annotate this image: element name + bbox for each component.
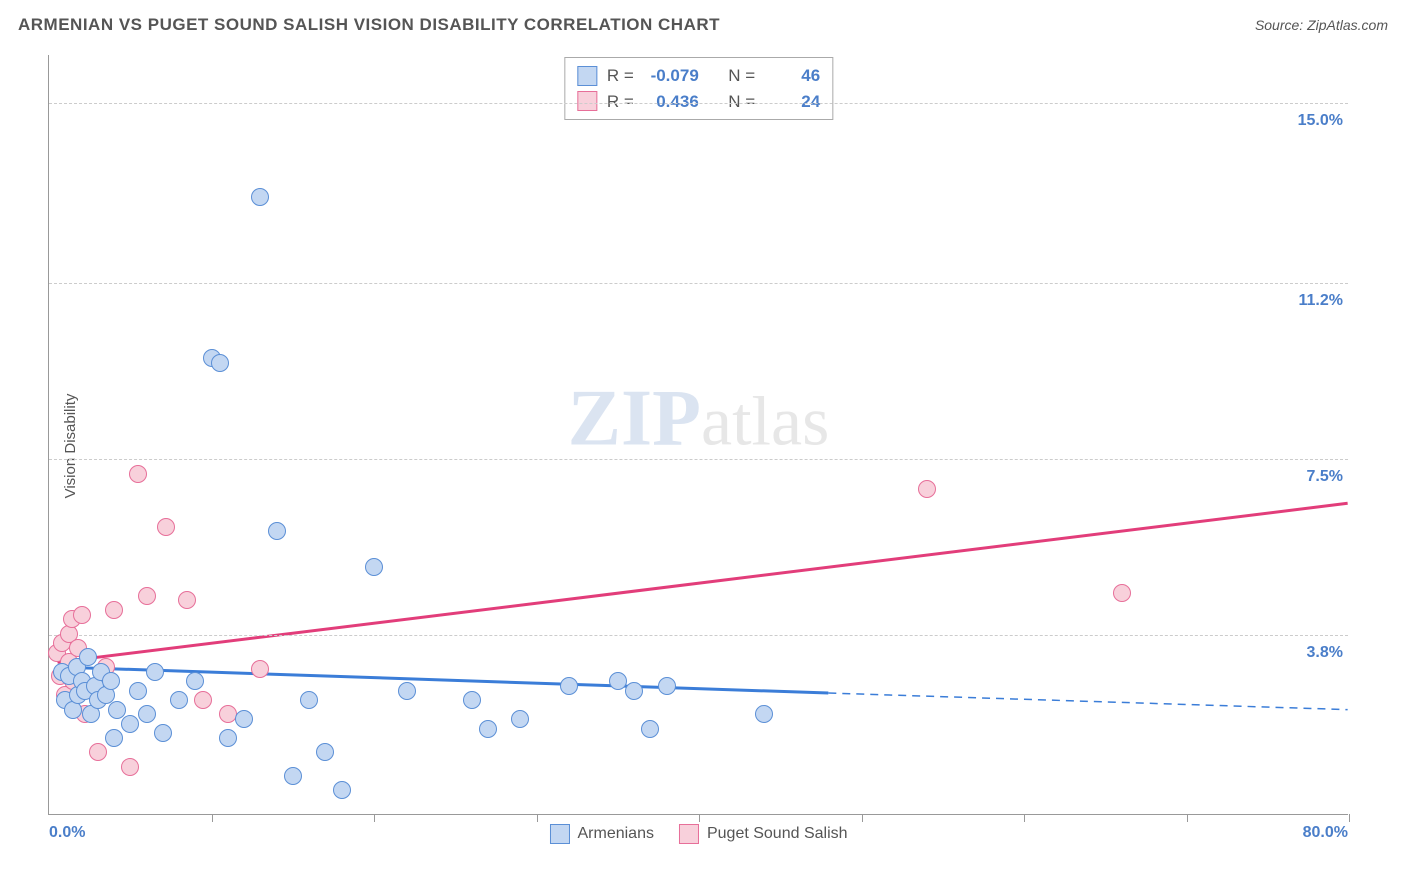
y-tick-label: 11.2% [1299, 292, 1343, 310]
scatter-point [170, 691, 188, 709]
scatter-point [251, 188, 269, 206]
scatter-point [333, 781, 351, 799]
scatter-point [186, 672, 204, 690]
x-tick [1187, 814, 1188, 822]
x-tick [1349, 814, 1350, 822]
scatter-point [129, 465, 147, 483]
scatter-point [178, 591, 196, 609]
scatter-point [105, 729, 123, 747]
scatter-point [194, 691, 212, 709]
gridline [49, 635, 1348, 636]
scatter-point [365, 558, 383, 576]
r-label: R = [607, 63, 634, 89]
scatter-point [73, 606, 91, 624]
swatch-salish [577, 91, 597, 111]
scatter-point [102, 672, 120, 690]
scatter-point [251, 660, 269, 678]
legend-swatch-salish [679, 824, 699, 844]
scatter-point [755, 705, 773, 723]
swatch-armenians [577, 66, 597, 86]
scatter-point [89, 743, 107, 761]
stats-row-armenians: R = -0.079 N = 46 [577, 63, 820, 89]
scatter-point [157, 518, 175, 536]
scatter-chart: ZIPatlas R = -0.079 N = 46 R = 0.436 N =… [48, 55, 1348, 815]
x-min-label: 0.0% [49, 824, 85, 842]
legend-bottom: Armenians Puget Sound Salish [549, 824, 847, 844]
scatter-point [146, 663, 164, 681]
n-value-salish: 24 [765, 89, 820, 115]
r-label: R = [607, 89, 634, 115]
scatter-point [641, 720, 659, 738]
scatter-point [1113, 584, 1131, 602]
scatter-point [138, 587, 156, 605]
trend-line [57, 503, 1347, 662]
scatter-point [284, 767, 302, 785]
r-value-salish: 0.436 [644, 89, 699, 115]
legend-label-armenians: Armenians [577, 825, 653, 843]
scatter-point [138, 705, 156, 723]
x-tick [374, 814, 375, 822]
scatter-point [211, 354, 229, 372]
scatter-point [219, 705, 237, 723]
trend-line [57, 667, 828, 693]
scatter-point [511, 710, 529, 728]
scatter-point [463, 691, 481, 709]
scatter-point [105, 601, 123, 619]
gridline [49, 459, 1348, 460]
legend-swatch-armenians [549, 824, 569, 844]
stats-legend-box: R = -0.079 N = 46 R = 0.436 N = 24 [564, 57, 833, 120]
y-tick-label: 3.8% [1307, 644, 1343, 662]
scatter-point [658, 677, 676, 695]
scatter-point [609, 672, 627, 690]
y-tick-label: 7.5% [1307, 468, 1343, 486]
scatter-point [154, 724, 172, 742]
scatter-point [121, 715, 139, 733]
scatter-point [300, 691, 318, 709]
scatter-point [398, 682, 416, 700]
trend-line-dashed [828, 693, 1347, 710]
trend-lines [49, 55, 1348, 814]
scatter-point [268, 522, 286, 540]
n-value-armenians: 46 [765, 63, 820, 89]
scatter-point [560, 677, 578, 695]
r-value-armenians: -0.079 [644, 63, 699, 89]
gridline [49, 103, 1348, 104]
x-tick [862, 814, 863, 822]
x-max-label: 80.0% [1303, 824, 1348, 842]
legend-item-armenians: Armenians [549, 824, 653, 844]
legend-item-salish: Puget Sound Salish [679, 824, 848, 844]
scatter-point [479, 720, 497, 738]
gridline [49, 283, 1348, 284]
y-tick-label: 15.0% [1298, 112, 1343, 130]
x-tick [537, 814, 538, 822]
scatter-point [235, 710, 253, 728]
x-tick [699, 814, 700, 822]
scatter-point [316, 743, 334, 761]
x-tick [1024, 814, 1025, 822]
source-label: Source: ZipAtlas.com [1255, 17, 1388, 33]
scatter-point [625, 682, 643, 700]
x-tick [212, 814, 213, 822]
scatter-point [121, 758, 139, 776]
legend-label-salish: Puget Sound Salish [707, 825, 848, 843]
scatter-point [129, 682, 147, 700]
chart-title: ARMENIAN VS PUGET SOUND SALISH VISION DI… [18, 15, 720, 35]
n-label: N = [728, 89, 755, 115]
scatter-point [918, 480, 936, 498]
stats-row-salish: R = 0.436 N = 24 [577, 89, 820, 115]
scatter-point [219, 729, 237, 747]
n-label: N = [728, 63, 755, 89]
